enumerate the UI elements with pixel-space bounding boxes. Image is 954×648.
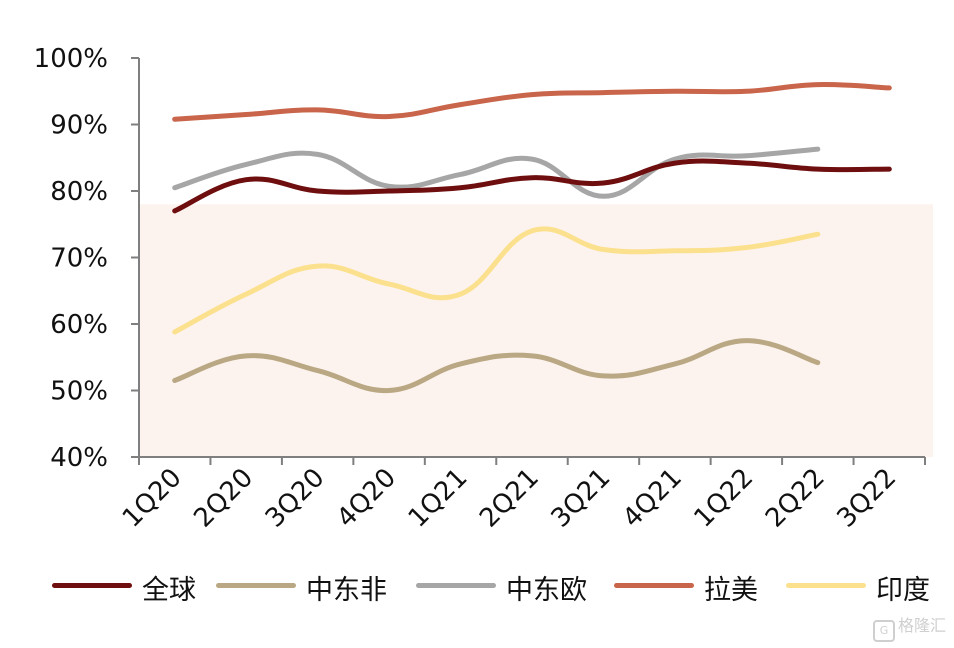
x-tick-label: 3Q22: [831, 463, 902, 534]
x-tick-label: 3Q21: [546, 463, 617, 534]
legend-swatch: [216, 583, 296, 588]
legend-swatch: [52, 583, 132, 588]
series-line-3: [172, 82, 892, 122]
y-tick-label: 40%: [50, 443, 108, 473]
legend-label: 全球: [142, 575, 196, 606]
y-tick-label: 90%: [50, 111, 108, 141]
y-tick-label: 50%: [50, 377, 108, 407]
x-tick-label: 4Q20: [331, 463, 402, 534]
legend-swatch: [786, 583, 866, 588]
x-tick-label: 3Q20: [260, 463, 331, 534]
y-tick-label: 70%: [50, 244, 108, 274]
watermark-logo-icon: G: [872, 620, 895, 642]
x-tick-label: 4Q21: [617, 463, 688, 534]
y-tick-label: 80%: [50, 177, 108, 207]
legend: 全球 中东非 中东欧 拉美 印度: [0, 566, 954, 606]
shaded-band-rect: [139, 204, 933, 457]
series-line-2: [172, 146, 821, 199]
line-chart: 40%50%60%70%80%90%100%1Q20 2Q20 3Q20 4Q20 1Q…: [34, 44, 933, 534]
x-tick-label: 1Q21: [403, 463, 474, 534]
y-tick-label: 100%: [34, 44, 108, 74]
x-tick-label: 1Q22: [689, 463, 760, 534]
legend-swatch: [416, 583, 496, 588]
y-tick-label: 60%: [50, 310, 108, 340]
axes: [131, 57, 926, 465]
watermark-text: 格隆汇: [897, 616, 946, 635]
x-tick-label: 1Q20: [117, 463, 188, 534]
shaded-band: [139, 204, 933, 457]
series-line-1: [172, 338, 821, 394]
legend-label: 拉美: [704, 575, 758, 606]
x-tick-label: 2Q20: [188, 463, 259, 534]
legend-label: 中东欧: [506, 575, 587, 606]
series-line-0: [172, 158, 892, 214]
watermark: G 格隆汇: [872, 612, 946, 642]
x-tick-label: 2Q22: [760, 463, 831, 534]
legend-swatch: [614, 583, 694, 588]
legend-label: 印度: [876, 575, 930, 606]
x-tick-label: 2Q21: [474, 463, 545, 534]
series-lines: [172, 82, 892, 394]
legend-label: 中东非: [306, 575, 387, 606]
series-line-4: [172, 226, 821, 335]
